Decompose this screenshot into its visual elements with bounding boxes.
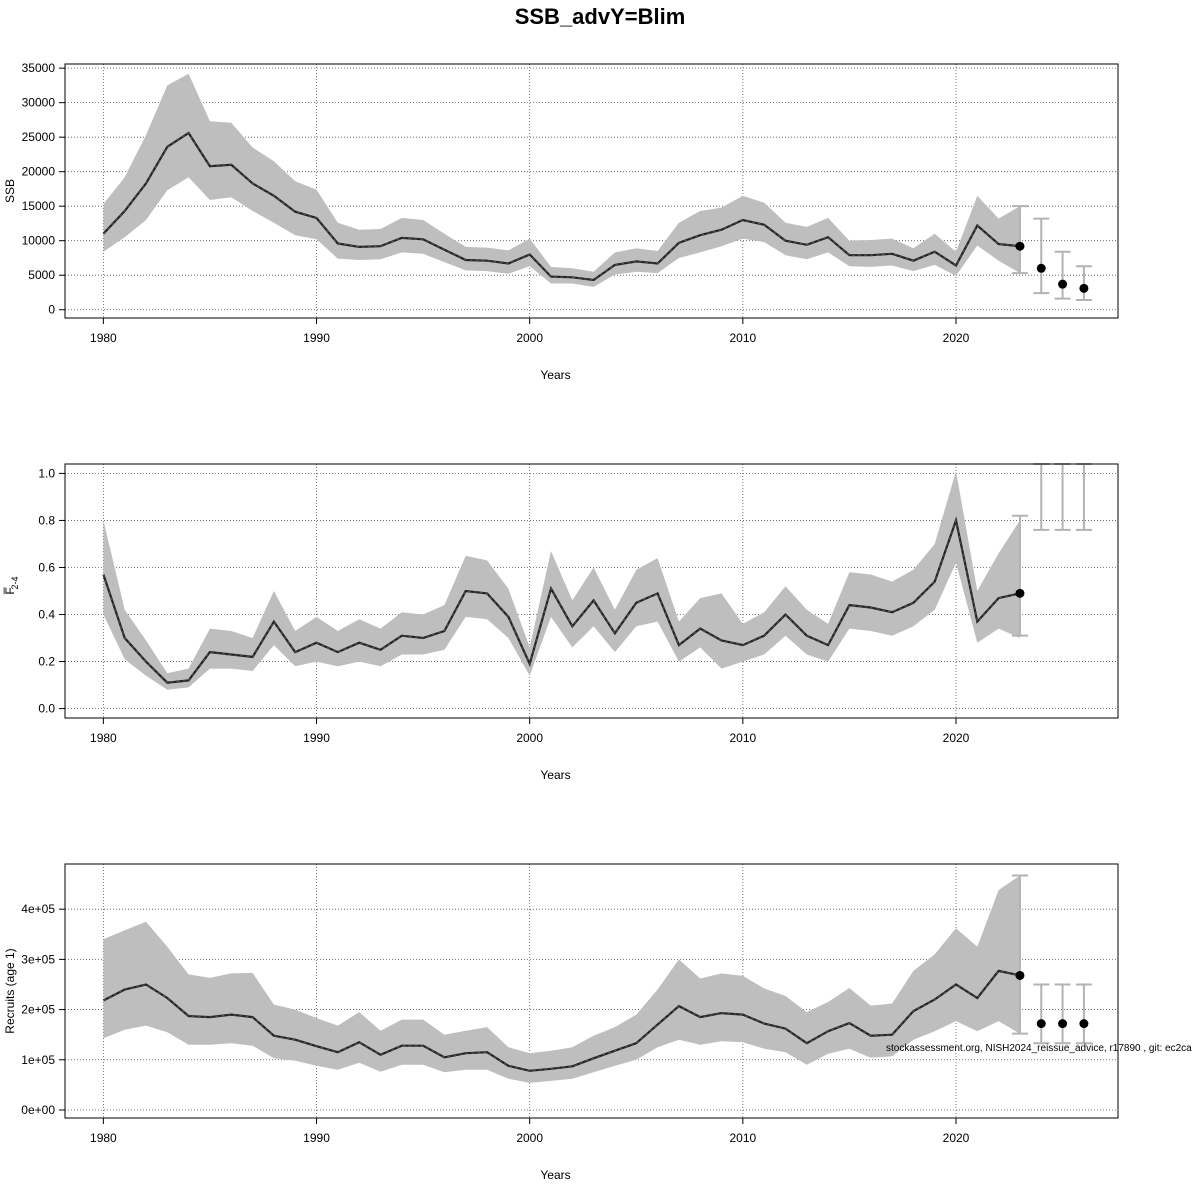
y-tick-label: 1.0 bbox=[38, 466, 55, 480]
y-axis-label: SSB bbox=[3, 179, 17, 203]
x-tick-label: 2020 bbox=[943, 731, 970, 745]
y-tick-label: 15000 bbox=[22, 199, 56, 213]
y-tick-label: 5000 bbox=[28, 268, 55, 282]
x-tick-label: 1980 bbox=[90, 331, 117, 345]
plot-frame bbox=[64, 863, 1119, 1119]
forecast-point bbox=[1079, 283, 1089, 293]
chart-panel-2: 1980 1990 2000 2010 2020 0.0 0.2 0.4 0.6 0.8 1.0 Ye… bbox=[3, 463, 1119, 782]
estimate-line-dash bbox=[103, 132, 1020, 281]
y-tick-label: 0.8 bbox=[38, 513, 55, 527]
panels-container: 1980 1990 2000 2010 202005000100001500020000… bbox=[3, 61, 1119, 1182]
x-tick-label: 2020 bbox=[943, 1131, 970, 1145]
y-tick-label: 1e+05 bbox=[21, 1053, 55, 1067]
chart-panel-1: 1980 1990 2000 2010 2020 0 5000 10000 15000 20000… bbox=[3, 61, 1119, 382]
forecast-point bbox=[1058, 1019, 1068, 1029]
y-tick-label: 4e+05 bbox=[21, 902, 55, 916]
y-tick-label: 25000 bbox=[22, 130, 56, 144]
x-tick-label: 2000 bbox=[516, 331, 543, 345]
x-tick-label: 1990 bbox=[303, 1131, 330, 1145]
data-point-last bbox=[1015, 970, 1025, 980]
footnote-text: stockassessment.org, NISH2024_reissue_ad… bbox=[886, 1043, 1192, 1054]
forecast-point bbox=[1036, 1019, 1046, 1029]
x-tick-label: 1990 bbox=[303, 331, 330, 345]
y-tick-label: 0.6 bbox=[38, 560, 55, 574]
x-tick-label: 2010 bbox=[729, 331, 756, 345]
confidence-band bbox=[103, 73, 1020, 287]
x-tick-label: 2000 bbox=[516, 1131, 543, 1145]
x-tick-label: 2010 bbox=[729, 731, 756, 745]
y-tick-label: 30000 bbox=[22, 96, 56, 110]
x-tick-label: 1990 bbox=[303, 731, 330, 745]
y-tick-label: 0.0 bbox=[38, 702, 55, 716]
y-tick-label: 0e+00 bbox=[21, 1103, 55, 1117]
x-tick-label: 2010 bbox=[729, 1131, 756, 1145]
figure-title: SSB_advY=Blim bbox=[515, 4, 686, 29]
y-tick-label: 20000 bbox=[22, 165, 56, 179]
y-tick-label: 0.4 bbox=[38, 608, 55, 622]
y-tick-label: 10000 bbox=[22, 234, 56, 248]
y-tick-label: 35000 bbox=[22, 61, 56, 75]
confidence-band bbox=[103, 471, 1020, 690]
y-tick-label: 3e+05 bbox=[21, 952, 55, 966]
x-axis-label: Years bbox=[540, 1168, 570, 1182]
x-tick-label: 2020 bbox=[943, 331, 970, 345]
forecast-point bbox=[1079, 1019, 1089, 1029]
y-axis-label: F̅ bbox=[3, 587, 17, 595]
x-tick-label: 1980 bbox=[90, 731, 117, 745]
x-axis-label: Years bbox=[540, 368, 570, 382]
y-tick-label: 2e+05 bbox=[21, 1003, 55, 1017]
y-tick-label: 0.2 bbox=[38, 655, 55, 669]
chart-panel-3: 1980 1990 2000 2010 2020 0e+00 1e+05 2e+05 3e+05… bbox=[3, 863, 1119, 1182]
plot-frame bbox=[64, 63, 1119, 319]
x-tick-label: 2000 bbox=[516, 731, 543, 745]
y-tick-label: 0 bbox=[48, 303, 55, 317]
forecast-point bbox=[1058, 279, 1068, 289]
estimate-line-dash bbox=[103, 970, 1021, 1072]
x-axis-label: Years bbox=[540, 768, 570, 782]
data-point-last bbox=[1015, 241, 1025, 251]
y-axis-label: Recruits (age 1) bbox=[3, 948, 17, 1033]
forecast-point bbox=[1036, 263, 1046, 273]
y-axis-label-subscript: 2-4 bbox=[10, 576, 20, 589]
data-point-last bbox=[1015, 588, 1025, 598]
plot-frame bbox=[64, 463, 1119, 719]
estimate-line-dash bbox=[102, 518, 1021, 684]
x-tick-label: 1980 bbox=[90, 1131, 117, 1145]
